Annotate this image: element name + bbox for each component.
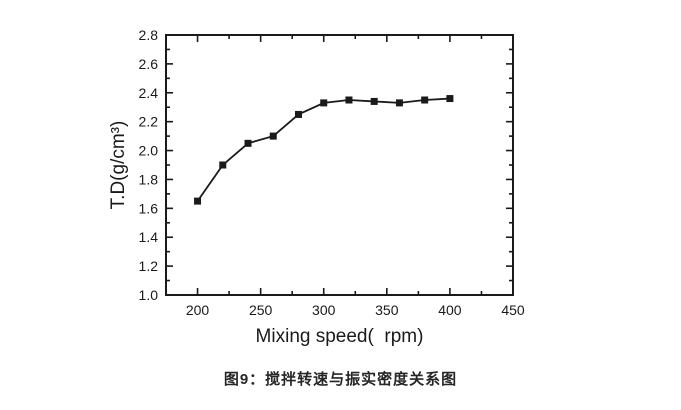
y-tick-label: 2.0 bbox=[139, 143, 159, 159]
x-tick-label: 400 bbox=[438, 302, 462, 318]
data-point-marker bbox=[294, 110, 302, 118]
x-tick-label: 200 bbox=[186, 302, 210, 318]
data-point-marker bbox=[395, 99, 403, 107]
data-point-marker bbox=[320, 99, 328, 107]
y-tick-label: 2.8 bbox=[139, 27, 159, 43]
y-tick-label: 2.4 bbox=[139, 85, 159, 101]
y-tick-label: 1.2 bbox=[139, 258, 159, 274]
data-point-marker bbox=[269, 132, 277, 140]
x-tick-label: 250 bbox=[249, 302, 273, 318]
y-tick-label: 1.0 bbox=[139, 287, 159, 303]
y-tick-label: 2.2 bbox=[139, 114, 159, 130]
data-point-marker bbox=[219, 161, 227, 169]
data-point-marker bbox=[244, 139, 252, 147]
y-axis-title: T.D(g/cm³) bbox=[108, 121, 129, 210]
data-point-marker bbox=[421, 96, 429, 104]
y-tick-label: 2.6 bbox=[139, 56, 159, 72]
y-tick-label: 1.4 bbox=[139, 229, 159, 245]
data-point-marker bbox=[370, 97, 378, 105]
x-tick-label: 300 bbox=[312, 302, 336, 318]
data-point-marker bbox=[345, 96, 353, 104]
y-tick-label: 1.8 bbox=[139, 171, 159, 187]
data-line bbox=[196, 97, 450, 202]
y-tick-label: 1.6 bbox=[139, 200, 159, 216]
data-point-marker bbox=[446, 95, 454, 103]
figure-caption: 图9：搅拌转速与振实密度关系图 bbox=[223, 371, 458, 388]
x-tick-label: 450 bbox=[501, 302, 525, 318]
data-point-marker bbox=[194, 197, 202, 205]
x-axis-title: Mixing speed( rpm) bbox=[256, 326, 424, 347]
x-tick-label: 350 bbox=[375, 302, 399, 318]
plot-box bbox=[165, 34, 514, 296]
line-chart: 200 250 300 350 400 450 1.0 1.2 1.4 1.6 1.8 2.0 2.2 2… bbox=[108, 27, 525, 347]
